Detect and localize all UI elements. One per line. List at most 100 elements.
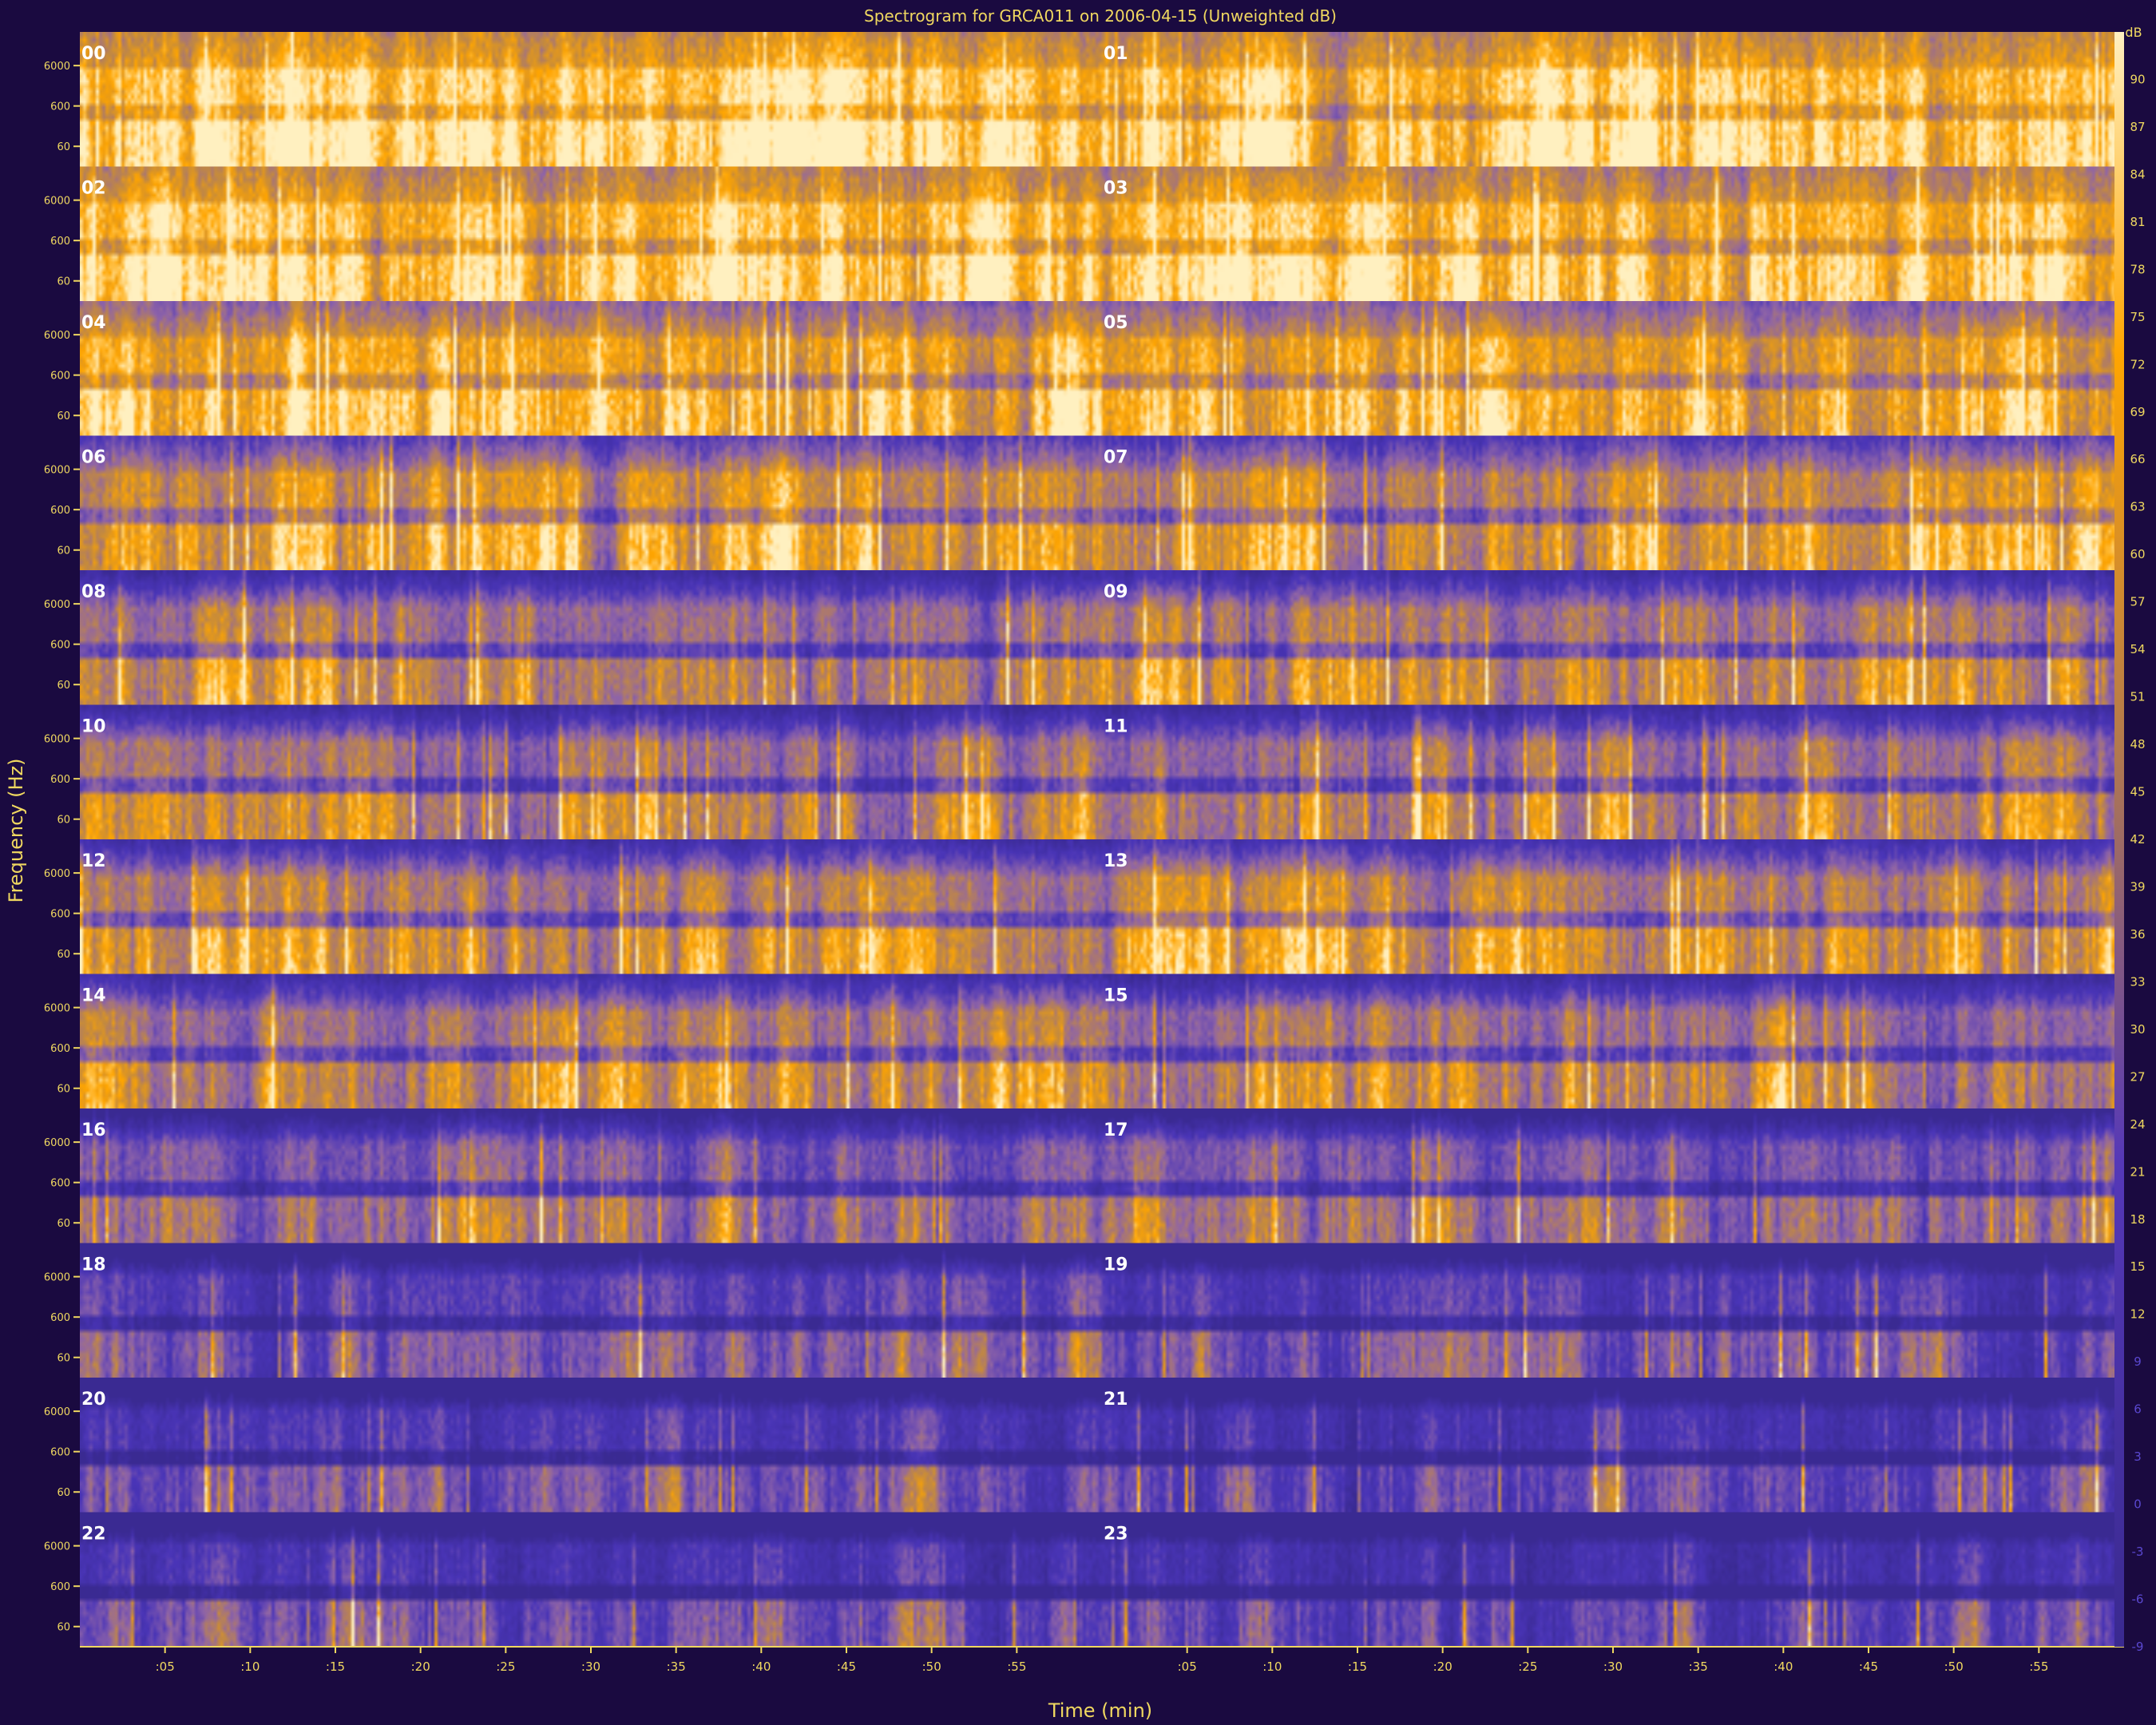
x-tick-label: :40 xyxy=(751,1660,771,1674)
colorbar-tick-label: 81 xyxy=(2130,215,2145,229)
y-axis-label: Frequency (Hz) xyxy=(5,759,27,903)
hour-label-22: 22 xyxy=(81,1525,106,1545)
x-tick-label: :55 xyxy=(2029,1660,2048,1674)
y-tick-label: 6000 xyxy=(44,734,70,746)
colorbar-tick-label: 57 xyxy=(2130,595,2145,609)
x-tick-label: :25 xyxy=(1518,1660,1537,1674)
colorbar xyxy=(2114,32,2124,1647)
hour-label-00: 00 xyxy=(81,44,106,64)
hour-label-04: 04 xyxy=(81,313,106,333)
spectrogram-row-18-19 xyxy=(80,1243,2124,1378)
colorbar-tick-label: 72 xyxy=(2130,357,2145,371)
hour-label-15: 15 xyxy=(1104,986,1128,1006)
colorbar-tick-label: 18 xyxy=(2130,1212,2145,1227)
hour-label-10: 10 xyxy=(81,717,106,737)
colorbar-tick-label: 48 xyxy=(2130,737,2145,751)
y-tick-label: 600 xyxy=(50,1581,70,1593)
y-tick-label: 60 xyxy=(57,1218,70,1230)
hour-label-06: 06 xyxy=(81,448,106,468)
y-tick-label: 600 xyxy=(50,1043,70,1055)
x-tick-label: :05 xyxy=(156,1660,175,1674)
colorbar-tick-label: 69 xyxy=(2130,405,2145,419)
colorbar-tick-label: 60 xyxy=(2130,547,2145,561)
hour-label-02: 02 xyxy=(81,179,106,199)
y-tick-label: 600 xyxy=(50,774,70,786)
x-axis-label: Time (min) xyxy=(1048,1699,1152,1722)
spectrogram-row-10-11 xyxy=(80,704,2124,839)
colorbar-tick-label: 45 xyxy=(2130,785,2145,799)
spectrogram-row-20-21 xyxy=(80,1378,2124,1513)
colorbar-tick-label: 87 xyxy=(2130,120,2145,134)
y-tick-label: 600 xyxy=(50,909,70,921)
colorbar-tick-label: 12 xyxy=(2130,1307,2145,1322)
x-tick-label: :45 xyxy=(1859,1660,1878,1674)
spectrogram-row-16-17 xyxy=(80,1108,2124,1243)
colorbar-tick-label: 39 xyxy=(2130,879,2145,894)
spectrogram-row-04-05 xyxy=(80,301,2124,436)
x-tick-label: :15 xyxy=(326,1660,345,1674)
colorbar-tick-label: 78 xyxy=(2130,262,2145,276)
hour-label-19: 19 xyxy=(1104,1255,1128,1275)
x-tick-label: :30 xyxy=(1603,1660,1623,1674)
hour-label-05: 05 xyxy=(1104,313,1128,333)
colorbar-tick-label: 36 xyxy=(2130,927,2145,942)
y-tick-label: 60 xyxy=(57,949,70,961)
hour-label-11: 11 xyxy=(1104,717,1128,737)
chart-title: Spectrogram for GRCA011 on 2006-04-15 (U… xyxy=(864,6,1337,26)
y-tick-label: 60 xyxy=(57,1084,70,1096)
y-tick-label: 60 xyxy=(57,1487,70,1499)
x-tick-label: :05 xyxy=(1178,1660,1197,1674)
y-tick-label: 60 xyxy=(57,815,70,827)
colorbar-tick-label: 75 xyxy=(2130,310,2145,324)
colorbar-tick-label: 9 xyxy=(2134,1354,2142,1369)
hour-label-08: 08 xyxy=(81,582,106,602)
x-tick-label: :35 xyxy=(667,1660,686,1674)
spectrogram-row-02-03 xyxy=(80,166,2124,301)
spectrogram-row-22-23 xyxy=(80,1512,2124,1647)
x-tick-label: :25 xyxy=(496,1660,515,1674)
colorbar-tick-label: 66 xyxy=(2130,452,2145,466)
x-tick-label: :50 xyxy=(1944,1660,1964,1674)
colorbar-tick-label: 30 xyxy=(2130,1022,2145,1037)
colorbar-tick-label: 21 xyxy=(2130,1164,2145,1179)
y-tick-label: 600 xyxy=(50,101,70,113)
hour-label-21: 21 xyxy=(1104,1390,1128,1410)
y-tick-label: 60 xyxy=(57,680,70,692)
y-tick-label: 60 xyxy=(57,141,70,153)
hour-label-14: 14 xyxy=(81,986,106,1006)
x-tick-label: :10 xyxy=(1262,1660,1282,1674)
hour-label-17: 17 xyxy=(1104,1120,1128,1140)
y-tick-label: 6000 xyxy=(44,465,70,477)
colorbar-tick-label: 33 xyxy=(2130,974,2145,989)
hour-label-23: 23 xyxy=(1104,1525,1128,1545)
colorbar-tick-label: -6 xyxy=(2132,1592,2144,1607)
y-tick-label: 6000 xyxy=(44,868,70,880)
x-tick-label: :20 xyxy=(411,1660,430,1674)
y-tick-label: 600 xyxy=(50,505,70,517)
colorbar-tick-label: 84 xyxy=(2130,167,2145,181)
x-tick-label: :20 xyxy=(1433,1660,1453,1674)
y-tick-label: 6000 xyxy=(44,1541,70,1553)
colorbar-tick-label: 51 xyxy=(2130,690,2145,704)
colorbar-tick-label: -9 xyxy=(2132,1640,2144,1654)
colorbar-tick-label: 3 xyxy=(2134,1449,2142,1464)
colorbar-tick-label: 54 xyxy=(2130,642,2145,656)
colorbar-tick-label: 0 xyxy=(2134,1497,2142,1512)
y-tick-label: 600 xyxy=(50,640,70,652)
y-tick-label: 60 xyxy=(57,1622,70,1634)
hour-label-01: 01 xyxy=(1104,44,1128,64)
y-tick-label: 6000 xyxy=(44,599,70,611)
y-tick-label: 60 xyxy=(57,1353,70,1365)
y-tick-label: 600 xyxy=(50,236,70,248)
hour-label-09: 09 xyxy=(1104,582,1128,602)
hour-label-18: 18 xyxy=(81,1255,106,1275)
y-tick-label: 60 xyxy=(57,410,70,422)
y-tick-label: 6000 xyxy=(44,61,70,73)
x-tick-label: :55 xyxy=(1007,1660,1026,1674)
spectrogram-row-08-09 xyxy=(80,570,2124,705)
hour-label-13: 13 xyxy=(1104,851,1128,871)
x-tick-label: :45 xyxy=(837,1660,856,1674)
y-tick-label: 600 xyxy=(50,1178,70,1190)
x-tick-label: :10 xyxy=(240,1660,260,1674)
y-tick-label: 60 xyxy=(57,276,70,288)
